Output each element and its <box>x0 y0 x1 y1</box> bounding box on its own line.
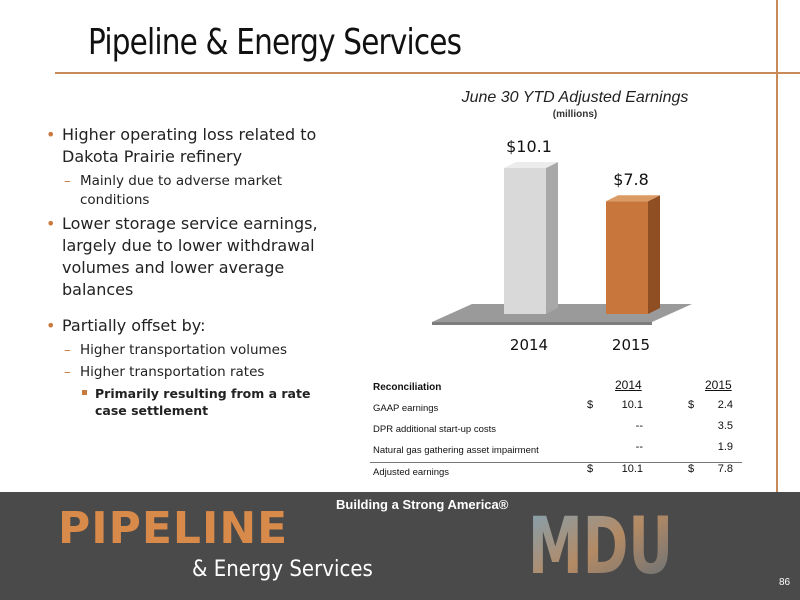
sub-bullet-item: Mainly due to adverse market conditions <box>40 172 340 210</box>
data-label-2015: $7.8 <box>613 170 649 189</box>
bullet-item: Lower storage service earnings, largely … <box>40 213 340 301</box>
brand-main-text: PIPELINE <box>58 503 289 554</box>
value-2015: 1.9 <box>717 441 733 453</box>
bar-2014 <box>504 168 546 314</box>
year-header-2015: 2015 <box>705 378 732 392</box>
sub-bullet-item: Higher transportation volumes <box>40 341 340 360</box>
bullet-list: Higher operating loss related to Dakota … <box>40 124 340 419</box>
row-label: Adjusted earnings <box>373 467 450 478</box>
reconciliation-table: Reconciliation 2014 2015 GAAP earnings $… <box>370 378 742 484</box>
chart-title: June 30 YTD Adjusted Earnings <box>461 89 689 106</box>
currency-symbol: $ <box>688 463 695 475</box>
reconciliation-header-row: Reconciliation 2014 2015 <box>370 378 742 399</box>
value-2014: 10.1 <box>621 463 643 475</box>
currency-symbol: $ <box>587 463 594 475</box>
footer-banner <box>0 492 800 600</box>
bar-2015 <box>606 201 648 314</box>
data-label-2014: $10.1 <box>506 137 552 156</box>
year-header-2014: 2014 <box>615 378 642 392</box>
value-2015: 2.4 <box>717 399 733 411</box>
bar-top <box>606 195 660 202</box>
tick-label-2015: 2015 <box>612 336 650 354</box>
value-2014: 10.1 <box>621 399 643 411</box>
svg-text:MDU: MDU <box>528 507 673 579</box>
row-label: GAAP earnings <box>373 403 439 414</box>
table-row: Natural gas gathering asset impairment -… <box>370 441 742 462</box>
bullet-item: Partially offset by: <box>40 315 340 337</box>
title-underline <box>55 72 800 74</box>
table-row: Adjusted earnings $ 10.1 $ 7.8 <box>370 462 742 484</box>
bar-side <box>546 162 558 314</box>
bar-top <box>504 162 558 168</box>
mdu-logo: MDU <box>528 507 673 579</box>
chart-floor-edge <box>432 322 652 325</box>
value-2014: -- <box>635 441 643 453</box>
row-label: Natural gas gathering asset impairment <box>373 445 539 456</box>
tick-label-2014: 2014 <box>510 336 548 354</box>
currency-symbol: $ <box>587 399 594 411</box>
reconciliation-heading: Reconciliation <box>373 382 442 393</box>
bar-chart: $10.1 2014 $7.8 2015 <box>432 137 692 354</box>
bar-side <box>648 195 660 314</box>
sub-sub-bullet-item: Primarily resulting from a rate case set… <box>40 385 340 419</box>
bullet-item: Higher operating loss related to Dakota … <box>40 124 340 168</box>
value-2015: 3.5 <box>717 420 733 432</box>
page-title: Pipeline & Energy Services <box>88 22 462 63</box>
vertical-divider <box>776 0 778 492</box>
value-2015: 7.8 <box>717 463 733 475</box>
currency-symbol: $ <box>688 399 695 411</box>
table-row: GAAP earnings $ 10.1 $ 2.4 <box>370 399 742 420</box>
sub-bullet-item: Higher transportation rates <box>40 363 340 382</box>
chart-subtitle: (millions) <box>552 109 598 120</box>
row-label: DPR additional start-up costs <box>373 424 497 435</box>
page-number: 86 <box>779 577 791 588</box>
table-row: DPR additional start-up costs -- 3.5 <box>370 420 742 441</box>
brand-sub-text: & Energy Services <box>192 557 373 582</box>
value-2014: -- <box>635 420 643 432</box>
footer-tagline: Building a Strong America® <box>336 497 509 512</box>
